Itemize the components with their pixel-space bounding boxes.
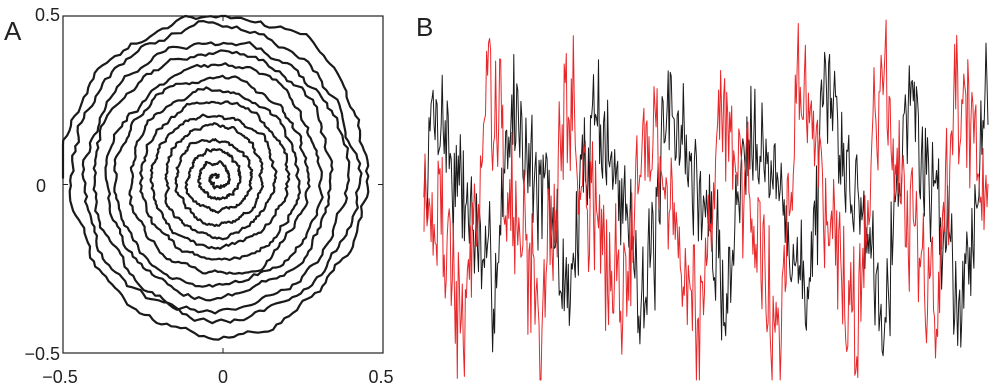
black-trace-line [423,42,989,357]
x-tick-label-right: 0.5 [368,367,393,387]
x-tick-label-left: −0.5 [42,367,78,387]
y-tick-label-middle: 0 [36,176,46,196]
red-trace-line [423,19,989,381]
x-tick-label-middle: 0 [218,367,228,387]
panel-a: A 0.5 0 −0.5 −0.5 0 0.5 [4,5,394,387]
spiral-trajectory-line [61,14,370,341]
y-tick-label-bottom: −0.5 [24,344,60,364]
y-tick-label-top: 0.5 [35,5,60,25]
panel-a-label: A [4,16,22,46]
panel-a-tick-labels: 0.5 0 −0.5 −0.5 0 0.5 [24,5,393,387]
panel-b-label: B [416,12,433,42]
panel-b: B [416,12,989,381]
panel-b-traces [423,19,989,381]
